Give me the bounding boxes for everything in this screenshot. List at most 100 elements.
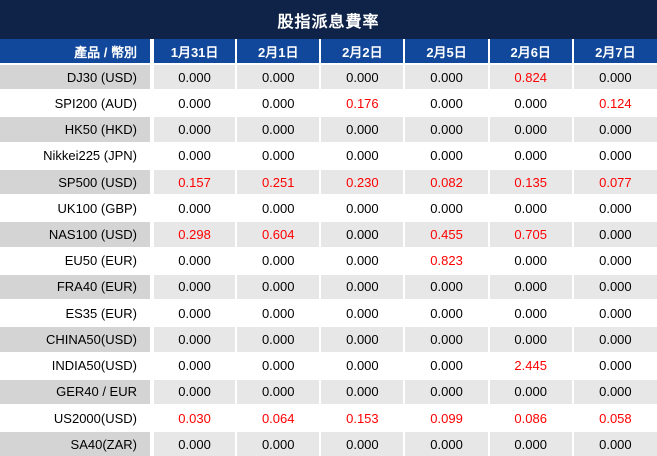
- rate-cell: 0.000: [488, 90, 574, 118]
- rate-cell: 0.157: [152, 168, 238, 197]
- rate-cell: 0.000: [488, 300, 574, 328]
- rate-cell: 0.176: [320, 90, 406, 118]
- rate-cell: 0.230: [320, 168, 406, 197]
- header-row: 產品 / 幣別 1月31日 2月1日 2月2日 2月5日 2月6日 2月7日: [0, 39, 657, 65]
- page-title: 股指派息費率: [0, 0, 657, 39]
- rate-cell: 0.000: [236, 90, 322, 118]
- rate-cell: 0.000: [404, 326, 490, 354]
- rate-cell: 0.086: [488, 405, 574, 433]
- rate-cell: 0.000: [404, 116, 490, 144]
- rate-cell: 0.000: [320, 64, 406, 92]
- table-row: FRA40 (EUR) 0.000 0.000 0.000 0.000 0.000 0.00…: [0, 273, 657, 302]
- rate-cell: 0.000: [404, 90, 490, 118]
- product-cell: INDIA50(USD): [0, 352, 154, 380]
- rate-cell: 0.000: [320, 195, 406, 223]
- rate-cell: 0.000: [236, 142, 322, 170]
- table-row: UK100 (GBP) 0.000 0.000 0.000 0.000 0.000 0.00…: [0, 195, 657, 223]
- product-cell: FRA40 (EUR): [0, 273, 154, 302]
- rate-cell: 0.000: [572, 116, 657, 144]
- table-body: DJ30 (USD) 0.000 0.000 0.000 0.000 0.824 0.000…: [0, 64, 657, 456]
- rate-cell: 0.000: [572, 142, 657, 170]
- table-row: HK50 (HKD) 0.000 0.000 0.000 0.000 0.000 0.000: [0, 116, 657, 144]
- table-row: ES35 (EUR) 0.000 0.000 0.000 0.000 0.000 0.000: [0, 300, 657, 328]
- rate-cell: 0.000: [236, 352, 322, 380]
- rate-cell: 0.000: [320, 352, 406, 380]
- rate-cell: 0.000: [488, 378, 574, 407]
- rate-cell: 0.000: [152, 116, 238, 144]
- rate-cell: 0.000: [152, 273, 238, 302]
- rate-cell: 0.000: [572, 273, 657, 302]
- rate-cell: 0.058: [572, 405, 657, 433]
- rate-cell: 0.000: [404, 142, 490, 170]
- rate-cell: 0.000: [404, 431, 490, 456]
- rate-cell: 0.124: [572, 90, 657, 118]
- rate-cell: 0.030: [152, 405, 238, 433]
- rate-cell: 0.000: [572, 247, 657, 275]
- rate-cell: 0.000: [572, 195, 657, 223]
- rate-cell: 0.000: [152, 352, 238, 380]
- rate-cell: 0.000: [236, 195, 322, 223]
- rate-cell: 0.082: [404, 168, 490, 197]
- rate-cell: 0.000: [488, 142, 574, 170]
- rate-cell: 0.251: [236, 168, 322, 197]
- product-cell: NAS100 (USD): [0, 221, 154, 249]
- table-row: GER40 / EUR 0.000 0.000 0.000 0.000 0.000 0.00…: [0, 378, 657, 407]
- rate-cell: 0.000: [572, 326, 657, 354]
- product-currency-header: 產品 / 幣別: [0, 39, 154, 65]
- product-cell: GER40 / EUR: [0, 378, 154, 407]
- table-row: INDIA50(USD) 0.000 0.000 0.000 0.000 2.445 0.0…: [0, 352, 657, 380]
- rate-cell: 0.000: [320, 300, 406, 328]
- rate-cell: 0.000: [152, 378, 238, 407]
- rate-cell: 0.000: [236, 326, 322, 354]
- rate-cell: 0.135: [488, 168, 574, 197]
- rate-cell: 0.000: [320, 221, 406, 249]
- table-row: SP500 (USD) 0.157 0.251 0.230 0.082 0.135 0.07…: [0, 168, 657, 197]
- rate-cell: 0.000: [404, 195, 490, 223]
- rate-cell: 0.298: [152, 221, 238, 249]
- rate-cell: 0.000: [152, 247, 238, 275]
- rate-cell: 0.000: [320, 273, 406, 302]
- rate-cell: 0.000: [572, 431, 657, 456]
- product-cell: UK100 (GBP): [0, 195, 154, 223]
- rate-cell: 0.000: [488, 431, 574, 456]
- rate-cell: 0.000: [572, 352, 657, 380]
- rate-cell: 0.000: [236, 273, 322, 302]
- rate-cell: 0.000: [320, 247, 406, 275]
- product-cell: ES35 (EUR): [0, 300, 154, 328]
- product-cell: HK50 (HKD): [0, 116, 154, 144]
- rate-cell: 0.000: [488, 195, 574, 223]
- rate-cell: 0.000: [488, 247, 574, 275]
- rate-cell: 0.000: [404, 273, 490, 302]
- rate-cell: 0.000: [320, 431, 406, 456]
- rate-cell: 0.823: [404, 247, 490, 275]
- date-header: 2月5日: [404, 39, 490, 65]
- rate-cell: 0.153: [320, 405, 406, 433]
- rate-cell: 0.000: [152, 142, 238, 170]
- rate-cell: 0.099: [404, 405, 490, 433]
- date-header: 2月1日: [236, 39, 322, 65]
- rate-cell: 0.000: [236, 300, 322, 328]
- rate-cell: 0.000: [236, 64, 322, 92]
- rate-cell: 0.000: [152, 326, 238, 354]
- rate-cell: 2.445: [488, 352, 574, 380]
- product-cell: EU50 (EUR): [0, 247, 154, 275]
- product-cell: US2000(USD): [0, 405, 154, 433]
- rate-cell: 0.000: [320, 378, 406, 407]
- rate-cell: 0.000: [236, 247, 322, 275]
- date-header: 1月31日: [152, 39, 238, 65]
- rate-cell: 0.000: [152, 195, 238, 223]
- rate-cell: 0.000: [572, 64, 657, 92]
- date-header: 2月7日: [572, 39, 657, 65]
- product-cell: SP500 (USD): [0, 168, 154, 197]
- product-cell: DJ30 (USD): [0, 64, 154, 92]
- rate-cell: 0.000: [152, 300, 238, 328]
- rate-cell: 0.000: [404, 64, 490, 92]
- rate-cell: 0.000: [404, 378, 490, 407]
- product-cell: Nikkei225 (JPN): [0, 142, 154, 170]
- rate-cell: 0.000: [320, 326, 406, 354]
- rate-cell: 0.000: [572, 300, 657, 328]
- rate-cell: 0.064: [236, 405, 322, 433]
- rate-cell: 0.000: [236, 378, 322, 407]
- table-row: DJ30 (USD) 0.000 0.000 0.000 0.000 0.824 0.000: [0, 64, 657, 92]
